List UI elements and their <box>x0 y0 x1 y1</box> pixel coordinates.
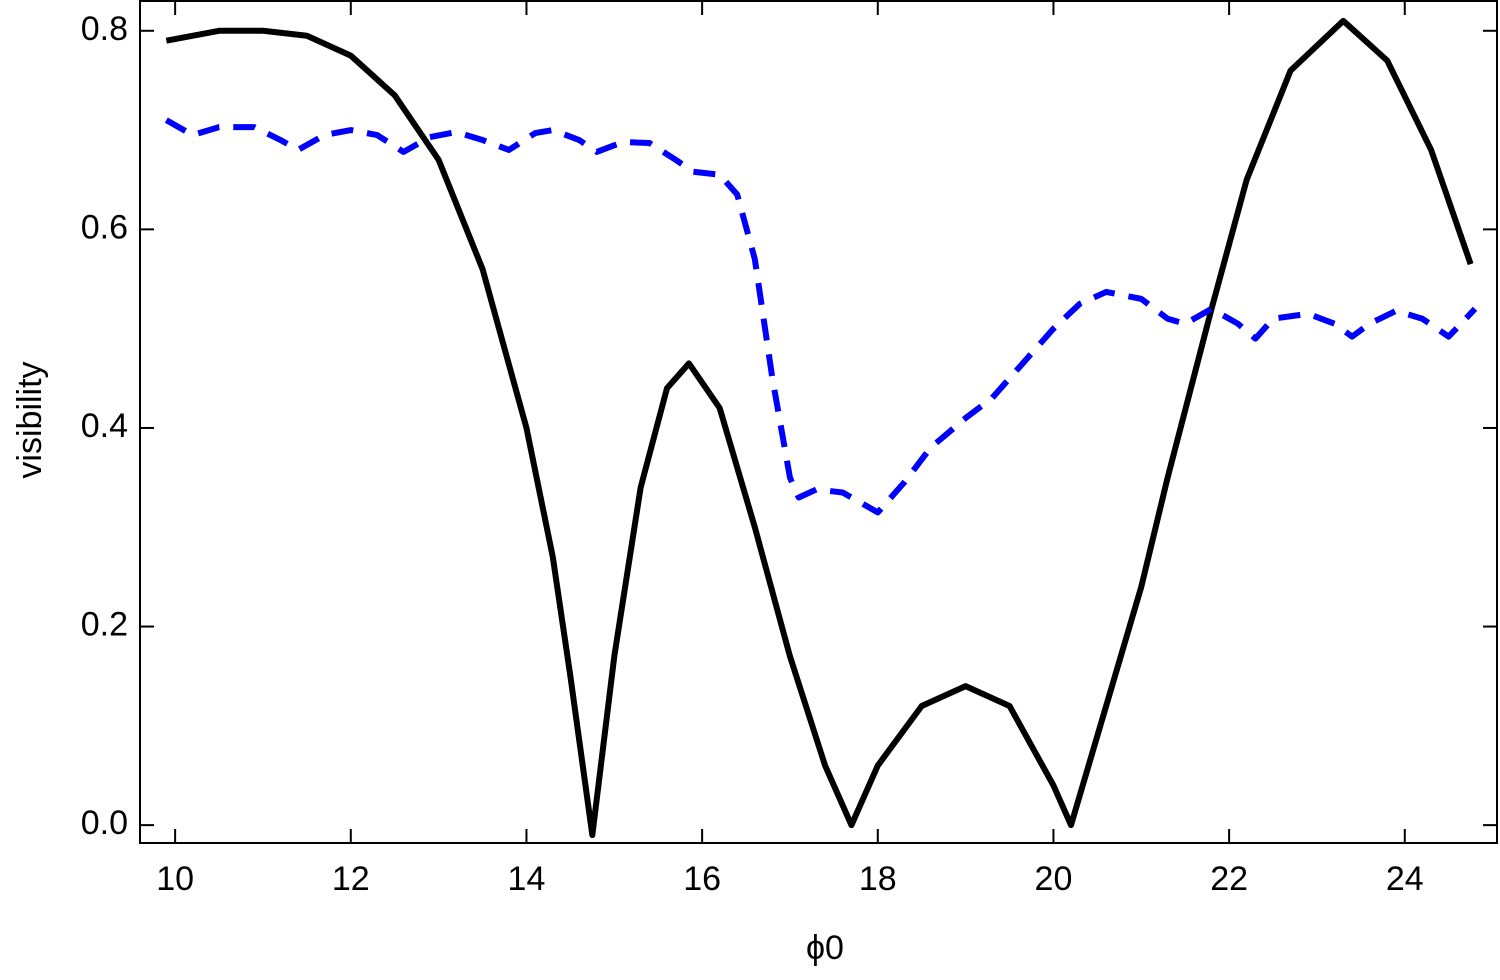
x-tick-label: 20 <box>1035 860 1073 898</box>
x-tick-label: 10 <box>156 860 194 898</box>
y-tick-label: 0.0 <box>81 804 128 842</box>
y-axis-label: visibility <box>11 361 49 478</box>
x-tick-label: 14 <box>508 860 546 898</box>
x-tick-label: 12 <box>332 860 370 898</box>
x-tick-label: 18 <box>859 860 897 898</box>
y-tick-label: 0.6 <box>81 208 128 246</box>
y-tick-label: 0.4 <box>81 407 128 445</box>
x-tick-label: 16 <box>683 860 721 898</box>
x-tick-label: 24 <box>1386 860 1424 898</box>
y-tick-label: 0.8 <box>81 10 128 48</box>
x-axis-label: ϕ0 <box>806 929 844 967</box>
plot-frame <box>139 0 1498 844</box>
data-line <box>165 17 1474 839</box>
data-line <box>164 117 1478 516</box>
y-tick-label: 0.2 <box>81 606 128 644</box>
x-tick-label: 22 <box>1210 860 1248 898</box>
